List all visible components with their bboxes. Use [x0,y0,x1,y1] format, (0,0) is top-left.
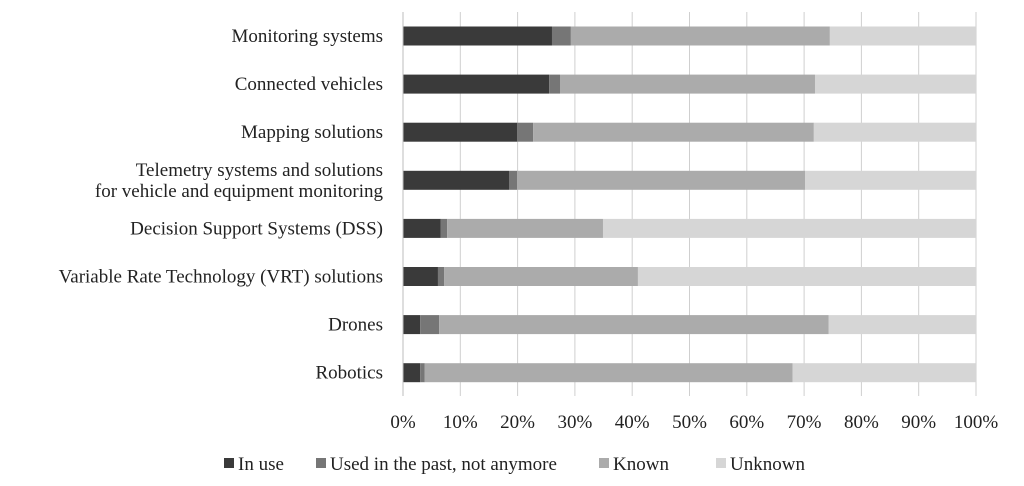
bar-segment [420,363,425,383]
bar-segment [792,363,976,383]
x-tick-label: 10% [443,412,478,433]
x-tick-label: 70% [787,412,822,433]
legend-label: Used in the past, not anymore [330,454,557,475]
x-tick-label: 30% [557,412,592,433]
bar-segment [440,218,448,238]
x-tick-label: 60% [729,412,764,433]
bar-segment [560,74,815,94]
legend-swatch [316,458,326,468]
bar-segment [403,170,510,190]
bar-segment [403,218,441,238]
bar-segment [439,315,829,335]
legend-label: Known [613,454,669,475]
x-tick-label: 80% [844,412,879,433]
bar-segment [403,363,421,383]
bar-segment [637,267,976,286]
x-tick-label: 40% [615,412,650,433]
bar-segment [829,26,976,46]
bar-segment [424,363,793,383]
bar-segment [517,170,806,190]
bar-segment [403,267,438,286]
bar-segment [447,218,603,238]
bar-segment [551,26,571,46]
bar-segment [403,26,552,46]
bar-segment [517,122,534,142]
bar-segment [813,122,976,142]
legend-swatch [716,458,726,468]
category-label: Monitoring systems [232,26,383,47]
legend-label: Unknown [730,454,805,475]
bar-segment [602,218,976,238]
bar-segment [549,74,561,94]
category-label: Mapping solutions [241,122,383,143]
category-label: Drones [328,315,383,336]
bar-segment [444,267,638,286]
x-tick-label: 20% [500,412,535,433]
legend-swatch [599,458,609,468]
legend-label: In use [238,454,284,475]
category-label: for vehicle and equipment monitoring [95,181,384,202]
category-label: Variable Rate Technology (VRT) solutions [59,267,383,288]
category-label: Decision Support Systems (DSS) [130,218,383,239]
bar-segment [828,315,976,335]
x-tick-label: 90% [901,412,936,433]
category-label: Connected vehicles [235,74,383,95]
category-label: Telemetry systems and solutions [136,160,383,181]
bar-segment [509,170,518,190]
x-tick-label: 50% [672,412,707,433]
x-tick-label: 100% [954,412,999,433]
x-tick-label: 0% [390,412,416,433]
bar-segment [805,170,976,190]
legend-swatch [224,458,234,468]
bar-segment [403,74,550,94]
bar-segment [403,315,421,335]
bar-segment [420,315,440,335]
bar-segment [570,26,830,46]
bar-segment [814,74,976,94]
category-label: Robotics [315,363,383,384]
bar-segment [403,122,518,142]
bar-segment [533,122,814,142]
bar-segment [437,267,445,286]
